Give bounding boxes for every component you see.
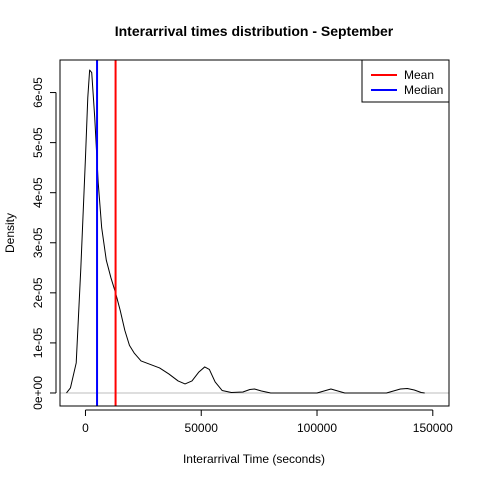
- y-tick-label: 4e-05: [31, 177, 45, 208]
- y-tick-label: 3e-05: [31, 227, 45, 258]
- y-tick-label: 5e-05: [31, 127, 45, 158]
- x-axis: 0 50000 100000 150000: [82, 409, 453, 435]
- y-tick-label: 6e-05: [31, 77, 45, 108]
- legend-label-mean: Mean: [404, 68, 434, 82]
- chart-title: Interarrival times distribution - Septem…: [115, 23, 394, 39]
- statistic-lines-layer: [96, 60, 117, 406]
- y-tick-label: 0e+00: [31, 376, 45, 410]
- density-curve-layer: [66, 69, 425, 394]
- x-tick-label: 0: [82, 421, 89, 435]
- x-tick-label: 150000: [413, 421, 453, 435]
- plot-frame: [59, 59, 450, 407]
- y-tick-label: 1e-05: [31, 327, 45, 358]
- x-axis-label: Interarrival Time (seconds): [183, 452, 325, 466]
- legend-box: [361, 59, 450, 103]
- x-tick-label: 50000: [185, 421, 219, 435]
- y-axis-label: Density: [3, 213, 17, 253]
- legend-label-median: Median: [404, 83, 443, 97]
- density-curve-line: [66, 69, 425, 394]
- x-tick-label: 100000: [297, 421, 337, 435]
- y-axis: 0e+00 1e-05 2e-05 3e-05 4e-05 5e-05 6e-05: [31, 77, 57, 410]
- y-tick-label: 2e-05: [31, 277, 45, 308]
